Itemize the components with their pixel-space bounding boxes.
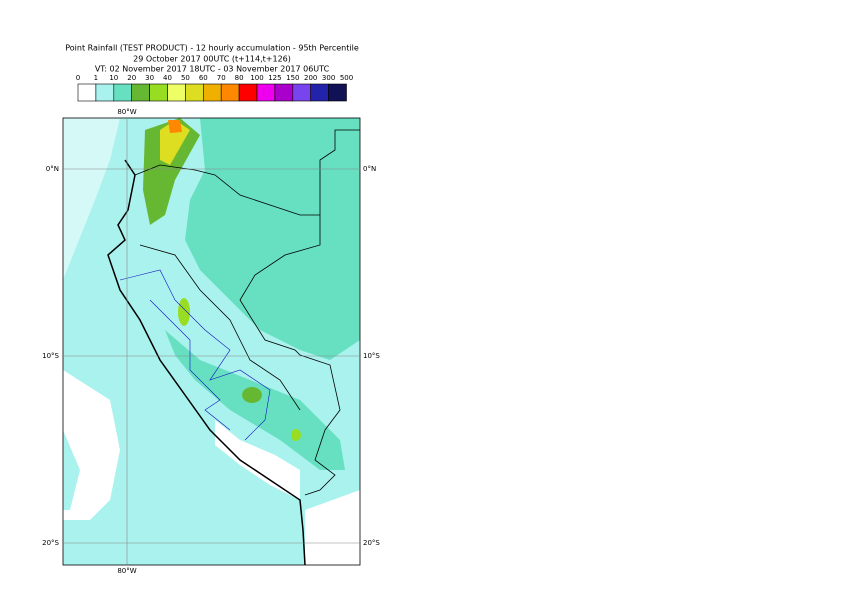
legend-label: 150: [286, 74, 299, 82]
dry-area: [63, 370, 120, 520]
rain-field: [143, 118, 200, 225]
map: [63, 118, 360, 565]
legend-swatch: [238, 83, 258, 102]
lon-label: 80°W: [117, 108, 136, 116]
dry-area: [63, 118, 120, 280]
legend-swatch: [203, 83, 222, 102]
legend-swatch: [167, 83, 186, 102]
legend-label: 0: [76, 74, 80, 82]
title: Point Rainfall (TEST PRODUCT) - 12 hourl…: [65, 44, 359, 53]
legend-label: 200: [304, 74, 317, 82]
lat-label: 0°N: [363, 165, 376, 173]
rain-field: [168, 120, 182, 133]
legend-swatch: [95, 83, 115, 102]
legend-label: 60: [199, 74, 208, 82]
legend-swatch: [310, 83, 329, 102]
legend-swatch: [328, 83, 347, 102]
rain-field: [178, 298, 190, 326]
legend-swatch: [185, 83, 204, 102]
legend-swatch: [131, 83, 150, 102]
legend-label: 500: [340, 74, 353, 82]
lat-label: 0°N: [46, 165, 59, 173]
legend-swatch: [292, 83, 311, 102]
lat-label: 20°S: [42, 539, 59, 547]
legend: 0 1 10 20 30 40 50 60 70 80 100 125 150 200 300 500: [76, 74, 353, 102]
rain-field: [63, 430, 80, 510]
legend-label: 70: [217, 74, 226, 82]
coastline: [107, 159, 306, 565]
rain-field: [185, 118, 360, 360]
legend-label: 40: [163, 74, 172, 82]
dry-area: [305, 490, 360, 565]
border: [134, 164, 341, 496]
rain-field: [291, 429, 301, 441]
dry-area: [215, 420, 300, 500]
legend-label: 20: [127, 74, 136, 82]
legend-label: 300: [322, 74, 335, 82]
legend-label: 10: [109, 74, 118, 82]
border: [139, 129, 360, 411]
legend-label: 30: [145, 74, 154, 82]
subtitle: 29 October 2017 00UTC (t+114,t+126): [133, 55, 291, 64]
rain-field: [160, 120, 190, 165]
graticule: 80°W 80°W 0°N 0°N 10°S 10°S 20°S 20°S: [42, 108, 380, 575]
legend-swatch: [256, 83, 276, 102]
legend-label: 1: [94, 74, 98, 82]
valid-time: VT: 02 November 2017 18UTC - 03 November…: [95, 65, 330, 74]
map-frame: [62, 117, 361, 566]
rain-field: [242, 387, 262, 403]
legend-swatch: [274, 83, 294, 102]
legend-label: 80: [235, 74, 244, 82]
legend-swatch: [220, 83, 240, 102]
lat-label: 20°S: [363, 539, 380, 547]
legend-label: 50: [181, 74, 190, 82]
lat-label: 10°S: [42, 352, 59, 360]
legend-swatch: [77, 83, 97, 102]
legend-swatch: [113, 83, 133, 102]
lat-label: 10°S: [363, 352, 380, 360]
legend-label: 100: [250, 74, 263, 82]
lon-label: 80°W: [117, 567, 136, 575]
legend-label: 125: [268, 74, 281, 82]
legend-swatch: [149, 83, 168, 102]
region-border: [119, 269, 271, 441]
